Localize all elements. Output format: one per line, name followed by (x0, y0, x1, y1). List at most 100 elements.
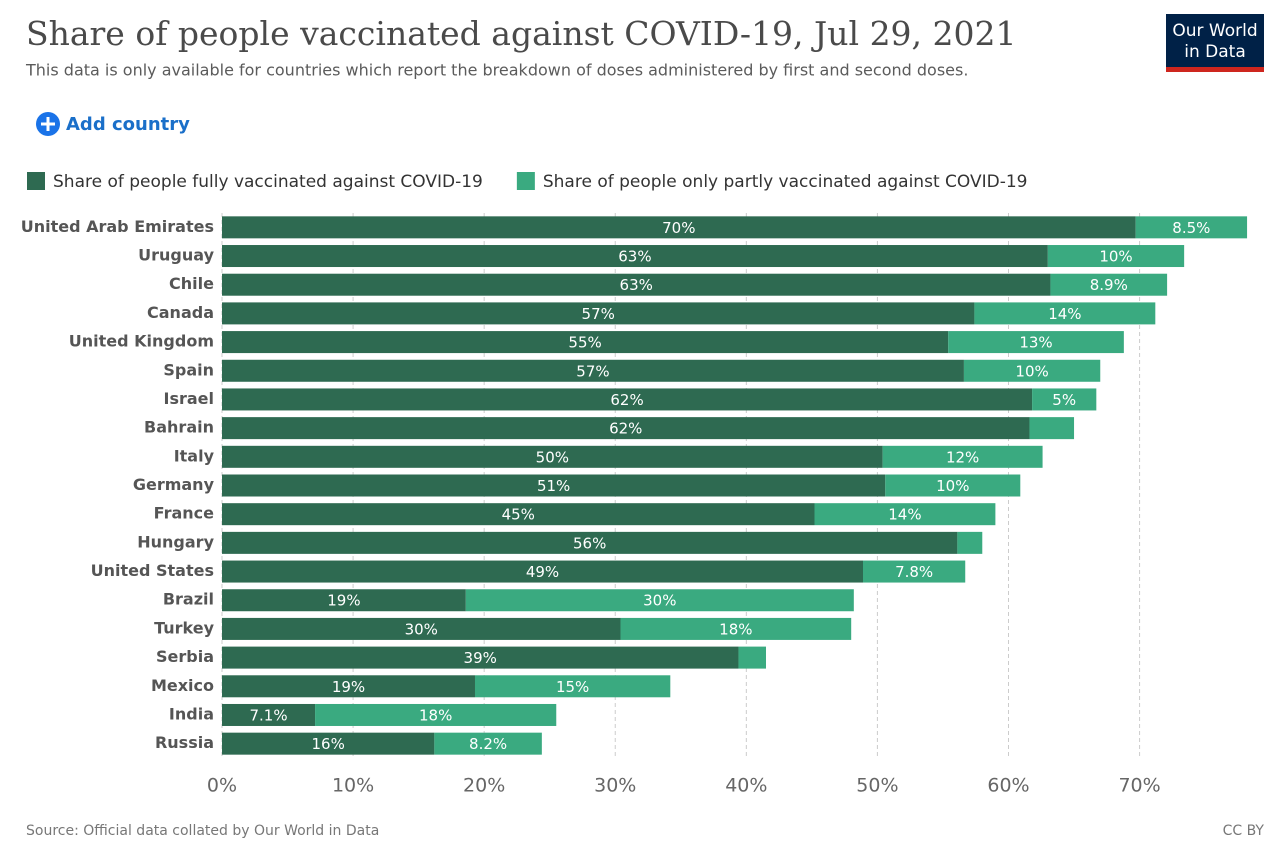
value-label: 8.5% (1172, 219, 1210, 237)
value-label: 55% (568, 334, 601, 352)
logo-line: Our World (1172, 21, 1257, 41)
bar-segment (963, 359, 1101, 382)
bar-segment (222, 388, 1033, 411)
bar-segment (222, 417, 1030, 440)
bar-segment (1047, 245, 1185, 268)
plus-sign (41, 117, 55, 131)
value-label: 56% (573, 534, 606, 552)
bar-segment (465, 589, 854, 612)
y-tick-label: Canada (147, 303, 214, 322)
value-label: 62% (609, 420, 642, 438)
value-label: 57% (582, 305, 615, 323)
x-tick-label: 0% (207, 775, 237, 797)
bar-segment (222, 245, 1048, 268)
value-label: 57% (576, 362, 609, 380)
y-tick-label: Germany (133, 475, 215, 494)
chart-subtitle: This data is only available for countrie… (25, 61, 968, 80)
logo[interactable]: Our World in Data (1166, 14, 1264, 72)
value-label: 8.9% (1090, 276, 1128, 294)
bar-segment (885, 474, 1021, 497)
bar-segment (948, 331, 1124, 354)
value-label: 39% (464, 649, 497, 667)
logo-stripe (1166, 67, 1264, 72)
bar-segment (222, 703, 316, 726)
value-label: 70% (662, 219, 695, 237)
y-tick-label: Spain (163, 360, 214, 379)
x-tick-label: 10% (332, 775, 374, 797)
bar-segment (882, 445, 1043, 468)
y-tick-label: Turkey (154, 618, 215, 637)
value-label: 15% (556, 678, 589, 696)
value-label: 7.1% (249, 706, 287, 724)
bar-segment (738, 646, 766, 669)
value-label: 10% (1015, 362, 1048, 380)
y-tick-label: United Kingdom (69, 332, 214, 351)
y-tick-label: United States (91, 561, 214, 580)
add-country-label: Add country (66, 114, 190, 135)
bar-segment (315, 703, 557, 726)
x-tick-label: 60% (987, 775, 1029, 797)
logo-line: in Data (1184, 42, 1246, 62)
bar-segment (1029, 417, 1075, 440)
y-tick-label: Israel (164, 389, 215, 408)
y-tick-label: Chile (169, 274, 214, 293)
bar-segment (222, 474, 886, 497)
bar-segment (222, 732, 435, 755)
bar-segment (974, 302, 1156, 325)
x-tick-label: 70% (1118, 775, 1160, 797)
y-tick-label: Serbia (156, 647, 214, 666)
x-tick-label: 30% (594, 775, 636, 797)
bar-segment (222, 560, 863, 583)
bar-segment (474, 675, 671, 698)
bar-segment (1135, 216, 1248, 239)
bar-segment (862, 560, 966, 583)
value-label: 49% (526, 563, 559, 581)
value-label: 19% (332, 678, 365, 696)
value-label: 45% (502, 506, 535, 524)
add-country-button[interactable]: Add country (36, 112, 190, 136)
chart-title: Share of people vaccinated against COVID… (26, 14, 1017, 53)
y-tick-label: Italy (174, 446, 215, 465)
value-label: 18% (719, 620, 752, 638)
value-label: 14% (1048, 305, 1081, 323)
bar-segment (957, 531, 983, 554)
bar-segment (814, 503, 996, 526)
bar-segment (222, 273, 1051, 296)
value-label: 7.8% (895, 563, 933, 581)
y-tick-label: Mexico (151, 676, 214, 695)
y-tick-label: Uruguay (138, 246, 214, 265)
bar-segment (1050, 273, 1168, 296)
y-tick-label: United Arab Emirates (21, 217, 214, 236)
value-label: 14% (888, 506, 921, 524)
y-tick-label: Bahrain (144, 418, 214, 437)
bar-segment (222, 216, 1136, 239)
y-tick-label: Russia (155, 733, 214, 752)
legend-swatch (27, 172, 45, 190)
bar-segment (222, 531, 958, 554)
bar-segment (434, 732, 542, 755)
bar-segment (222, 675, 475, 698)
value-label: 30% (643, 592, 676, 610)
value-label: 30% (405, 620, 438, 638)
legend-label: Share of people fully vaccinated against… (53, 172, 483, 192)
bar-segment (222, 503, 815, 526)
value-label: 5% (1052, 391, 1076, 409)
value-label: 63% (618, 248, 651, 266)
x-tick-label: 20% (463, 775, 505, 797)
bar-segment (620, 617, 852, 640)
bar-segment (222, 331, 949, 354)
value-label: 16% (312, 735, 345, 753)
value-label: 12% (946, 448, 979, 466)
value-label: 10% (1099, 248, 1132, 266)
value-label: 50% (536, 448, 569, 466)
value-label: 18% (419, 706, 452, 724)
bar-segment (222, 589, 466, 612)
value-label: 13% (1019, 334, 1052, 352)
value-label: 10% (936, 477, 969, 495)
bar-segment (1032, 388, 1097, 411)
value-label: 63% (620, 276, 653, 294)
value-label: 8.2% (469, 735, 507, 753)
value-label: 51% (537, 477, 570, 495)
legend-label: Share of people only partly vaccinated a… (543, 172, 1028, 192)
